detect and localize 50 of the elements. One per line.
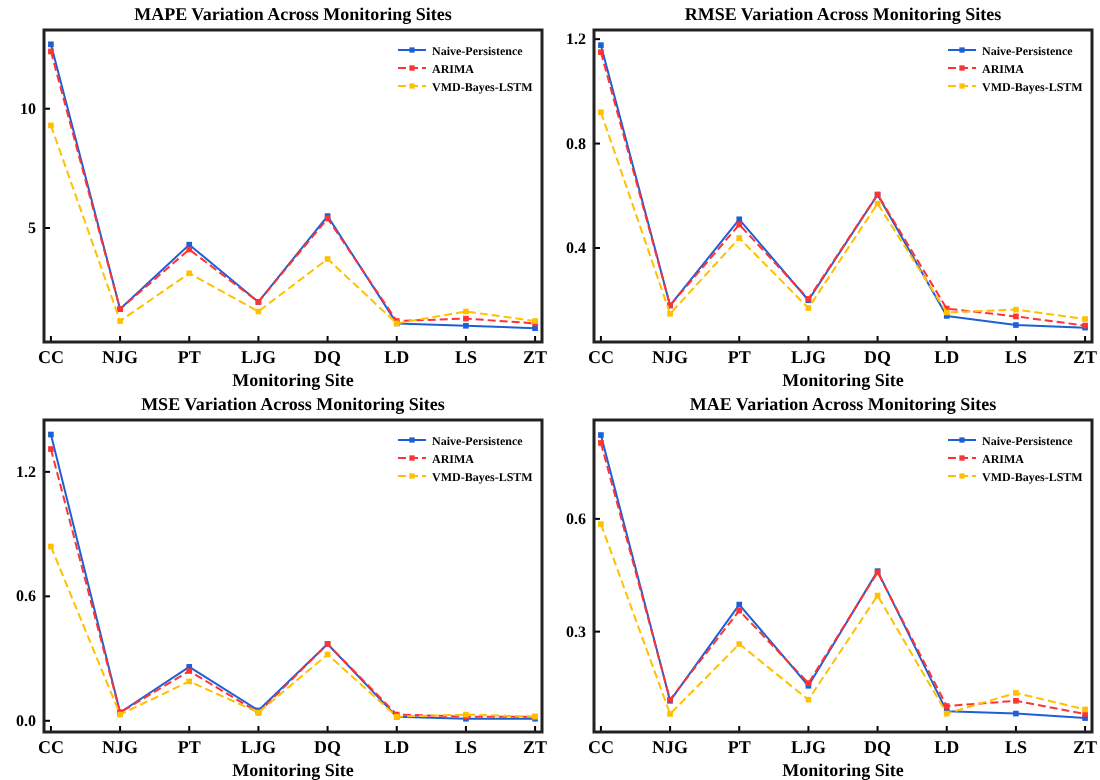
- x-tick-label: CC: [37, 346, 64, 367]
- chart-title: RMSE Variation Across Monitoring Sites: [684, 4, 1003, 24]
- y-tick-label: 5: [28, 219, 36, 238]
- y-tick-label: 0.3: [566, 622, 586, 641]
- x-tick-label: LD: [934, 736, 961, 757]
- x-tick-label: ZT: [1073, 346, 1098, 367]
- y-tick-label: 0.6: [566, 509, 586, 528]
- x-tick-label: PT: [177, 736, 201, 757]
- x-tick-label: LS: [1004, 346, 1027, 367]
- x-tick-label: NJG: [652, 346, 689, 367]
- y-tick-label: 1.2: [566, 30, 586, 49]
- x-tick-label: LD: [384, 346, 411, 367]
- y-tick-label: 0.6: [16, 587, 36, 606]
- x-tick-label: ZT: [523, 346, 548, 367]
- x-axis-title: Monitoring Site: [232, 760, 354, 780]
- x-tick-label: LS: [1004, 736, 1027, 757]
- x-tick-label: CC: [37, 736, 64, 757]
- x-tick-label: DQ: [864, 736, 892, 757]
- x-tick-label: LD: [384, 736, 411, 757]
- x-tick-label: PT: [727, 346, 751, 367]
- x-tick-label: DQ: [864, 346, 892, 367]
- x-tick-label: CC: [587, 736, 614, 757]
- chart-title: MAPE Variation Across Monitoring Sites: [134, 4, 453, 24]
- x-axis-title: Monitoring Site: [782, 370, 904, 390]
- y-tick-label: 0.8: [566, 134, 586, 153]
- y-tick-label: 1.2: [16, 462, 36, 481]
- x-tick-label: DQ: [314, 346, 342, 367]
- x-tick-label: DQ: [314, 736, 342, 757]
- x-tick-label: NJG: [102, 346, 139, 367]
- y-tick-label: 0.0: [16, 711, 36, 730]
- x-tick-label: LS: [454, 736, 477, 757]
- x-tick-label: LD: [934, 346, 961, 367]
- x-tick-label: LJG: [790, 736, 826, 757]
- x-tick-label: LJG: [790, 346, 826, 367]
- x-tick-label: CC: [587, 346, 614, 367]
- x-tick-label: NJG: [652, 736, 689, 757]
- y-tick-label: 10: [20, 99, 36, 118]
- x-tick-label: LJG: [240, 736, 276, 757]
- y-tick-label: 0.4: [566, 239, 586, 258]
- x-axis-title: Monitoring Site: [782, 760, 904, 780]
- x-tick-label: LS: [454, 346, 477, 367]
- x-tick-label: ZT: [523, 736, 548, 757]
- x-tick-label: NJG: [102, 736, 139, 757]
- x-axis-title: Monitoring Site: [232, 370, 354, 390]
- x-tick-label: ZT: [1073, 736, 1098, 757]
- chart-title: MSE Variation Across Monitoring Sites: [141, 394, 446, 414]
- x-tick-label: LJG: [240, 346, 276, 367]
- chart-title: MAE Variation Across Monitoring Sites: [689, 394, 998, 414]
- x-tick-label: PT: [727, 736, 751, 757]
- x-tick-label: PT: [177, 346, 201, 367]
